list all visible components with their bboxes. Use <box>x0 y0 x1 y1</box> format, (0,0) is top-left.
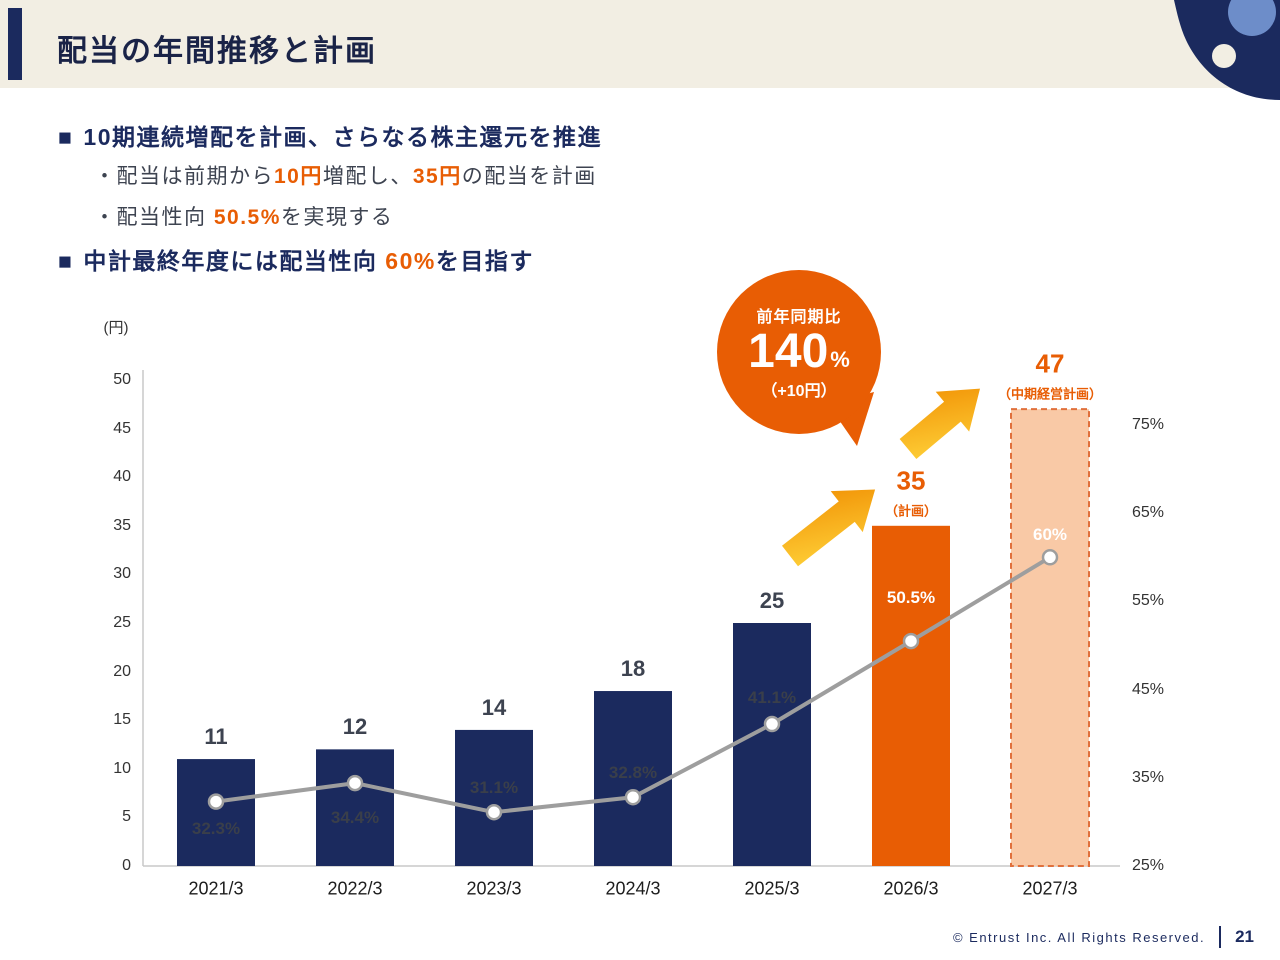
growth-arrow-plan <box>781 489 876 567</box>
footer-divider <box>1219 926 1222 948</box>
bullet-2-highlight-2: 35円 <box>412 165 462 188</box>
slide-header: 配当の年間推移と計画 <box>0 0 1280 100</box>
callout-label: 前年同期比 <box>756 308 842 326</box>
bullet-square-icon: ■ <box>58 248 74 274</box>
bullet-2-highlight-1: 10円 <box>274 165 323 188</box>
yoy-callout: 前年同期比 140% （+10円） <box>717 270 881 434</box>
bar-2027/3 <box>1010 408 1090 867</box>
callout-value-unit: % <box>830 346 850 372</box>
key-messages: ■ 10期連続増配を計画、さらなる株主還元を推進 ・配当は前期から10円増配し、3… <box>58 118 1058 278</box>
bullet-4-text-post: を目指す <box>435 248 534 274</box>
corner-wave-icon <box>1174 0 1280 100</box>
slide-footer: © Entrust Inc. All Rights Reserved. 21 <box>953 926 1254 948</box>
bar-2026/3 <box>872 525 950 866</box>
bullet-2: ・配当は前期から10円増配し、35円の配当を計画 <box>94 160 597 190</box>
payout-ratio-marker-2023/3 <box>485 803 503 821</box>
page-number: 21 <box>1235 927 1254 946</box>
bullet-4-text-pre: 中計最終年度には配当性向 <box>83 248 386 274</box>
bullet-1: ■ 10期連続増配を計画、さらなる株主還元を推進 <box>58 118 602 152</box>
callout-subtext: （+10円） <box>761 383 837 401</box>
payout-ratio-marker-2022/3 <box>346 774 364 792</box>
bullet-1-text: 10期連続増配を計画、さらなる株主還元を推進 <box>83 124 602 150</box>
bullet-2-text-pre: ・配当は前期から <box>94 165 274 188</box>
bar-2024/3 <box>594 691 672 866</box>
growth-arrow-midterm <box>899 388 981 459</box>
bullet-square-icon: ■ <box>58 124 74 150</box>
copyright-text: © Entrust Inc. All Rights Reserved. <box>952 929 1206 945</box>
page-title: 配当の年間推移と計画 <box>57 35 377 68</box>
bar-2021/3 <box>177 759 255 866</box>
payout-ratio-marker-2026/3 <box>902 632 920 650</box>
bar-2023/3 <box>455 729 533 866</box>
payout-ratio-marker-2027/3 <box>1041 549 1059 566</box>
bar-2025/3 <box>733 623 811 866</box>
bullet-2-text-post: の配当を計画 <box>461 165 597 188</box>
callout-value: 140% <box>748 324 850 378</box>
bullet-3-text-pre: ・配当性向 <box>94 206 214 229</box>
bullet-4-highlight: 60% <box>385 248 436 274</box>
bullet-3-text-post: を実現する <box>280 206 394 229</box>
payout-ratio-marker-2024/3 <box>624 788 642 806</box>
bullet-2-text-mid: 増配し、 <box>322 165 413 188</box>
bar-2022/3 <box>316 749 394 866</box>
payout-ratio-marker-2025/3 <box>763 715 781 733</box>
payout-ratio-marker-2021/3 <box>207 793 225 810</box>
bullet-3-highlight: 50.5% <box>213 206 281 229</box>
bullet-3: ・配当性向 50.5%を実現する <box>94 201 393 231</box>
bullet-4: ■ 中計最終年度には配当性向 60%を目指す <box>58 242 534 276</box>
callout-value-number: 140 <box>748 324 829 378</box>
header-accent-bar <box>8 8 22 80</box>
